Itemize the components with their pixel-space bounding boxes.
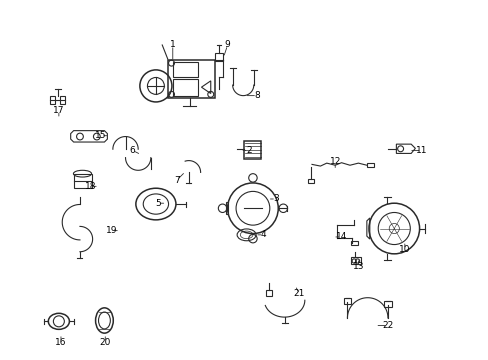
Text: 9: 9 [224,40,230,49]
Text: 11: 11 [415,146,427,155]
Text: 4: 4 [260,230,266,239]
Text: 16: 16 [55,338,66,347]
Text: 19: 19 [105,226,117,235]
Text: 7: 7 [174,176,180,185]
Text: 14: 14 [335,233,346,242]
Text: 22: 22 [382,321,393,330]
Text: 6: 6 [129,146,135,155]
Text: 12: 12 [329,157,340,166]
Text: 8: 8 [254,91,260,100]
Text: 1: 1 [169,40,175,49]
Text: 10: 10 [398,245,410,254]
Text: 15: 15 [95,131,106,140]
Text: 2: 2 [245,146,251,155]
Text: 3: 3 [273,194,279,203]
Text: 21: 21 [293,289,305,298]
Text: 20: 20 [100,338,111,347]
Text: 17: 17 [53,106,64,115]
Text: 5: 5 [155,199,161,208]
Text: 18: 18 [84,182,96,191]
Text: 13: 13 [352,262,364,271]
